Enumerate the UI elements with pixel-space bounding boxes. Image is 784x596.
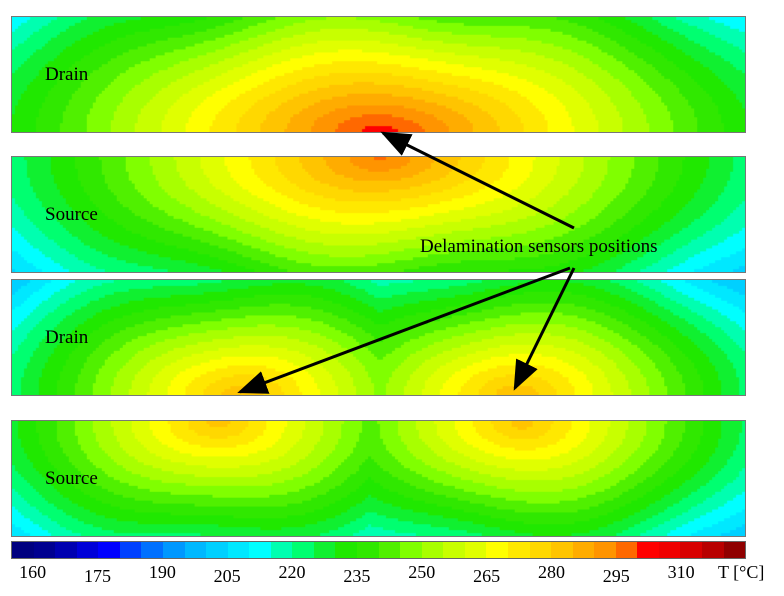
- colorbar-bin: [421, 542, 444, 558]
- colorbar-bin: [615, 542, 638, 558]
- colorbar-bin: [184, 542, 207, 558]
- temperature-field: [12, 421, 745, 536]
- colorbar-bin: [637, 542, 659, 558]
- colorbar-bin: [313, 542, 336, 558]
- colorbar-bin: [572, 542, 595, 558]
- arrow-to-sensor-3: [513, 267, 576, 391]
- colorbar-tick-label: 310: [667, 562, 695, 582]
- colorbar-bin: [702, 542, 724, 558]
- colorbar-bin: [206, 542, 228, 558]
- colorbar-bin: [98, 542, 120, 558]
- colorbar: [11, 541, 746, 559]
- arrow-to-sensor-1: [380, 131, 575, 230]
- colorbar-bin: [594, 542, 616, 558]
- arrow-to-sensor-2: [237, 266, 571, 394]
- colorbar-bin: [443, 542, 465, 558]
- colorbar-bin: [292, 542, 314, 558]
- panel-source-bottom: Source: [11, 420, 746, 537]
- colorbar-bin: [400, 542, 422, 558]
- panel-label: Drain: [45, 63, 89, 85]
- colorbar-tick-label: 175: [83, 566, 111, 586]
- colorbar-tick-label: 250: [408, 562, 436, 582]
- colorbar-tick-label: 235: [343, 566, 371, 586]
- panel-label: Source: [45, 203, 98, 225]
- colorbar-bin: [119, 542, 142, 558]
- colorbar-tick-label: 280: [537, 562, 565, 582]
- colorbar-unit-label: T [°C]: [718, 562, 765, 582]
- colorbar-tick-label: 265: [473, 566, 501, 586]
- colorbar-tick-label: 190: [148, 562, 176, 582]
- annotation-label: Delamination sensors positions: [420, 236, 658, 257]
- panel-label: Source: [45, 467, 98, 489]
- colorbar-tick-label: 205: [213, 566, 241, 586]
- colorbar-bin: [507, 542, 530, 558]
- colorbar-bin: [486, 542, 508, 558]
- temperature-field: [12, 17, 745, 132]
- temperature-field: [12, 157, 745, 272]
- colorbar-tick-label: 295: [602, 566, 630, 586]
- panel-drain-top: Drain: [11, 16, 746, 133]
- panel-source-top: Source: [11, 156, 746, 273]
- colorbar-bin: [335, 542, 357, 558]
- colorbar-bin: [551, 542, 573, 558]
- colorbar-bin: [141, 542, 163, 558]
- colorbar-bin: [723, 542, 746, 558]
- colorbar-bin: [378, 542, 401, 558]
- temperature-field: [12, 280, 745, 395]
- colorbar-bin: [162, 542, 185, 558]
- colorbar-bin: [680, 542, 702, 558]
- colorbar-tick-label: 220: [278, 562, 306, 582]
- colorbar-bin: [529, 542, 552, 558]
- colorbar-bin: [33, 542, 56, 558]
- colorbar-bin: [270, 542, 293, 558]
- panel-label: Drain: [45, 326, 89, 348]
- colorbar-bin: [464, 542, 487, 558]
- colorbar-bin: [55, 542, 77, 558]
- colorbar-tick-label: 160: [19, 562, 47, 582]
- colorbar-bin: [249, 542, 271, 558]
- colorbar-bin: [12, 542, 34, 558]
- panel-drain-bottom: Drain: [11, 279, 746, 396]
- colorbar-bin: [76, 542, 99, 558]
- colorbar-bin: [227, 542, 250, 558]
- colorbar-bin: [658, 542, 681, 558]
- colorbar-bin: [357, 542, 379, 558]
